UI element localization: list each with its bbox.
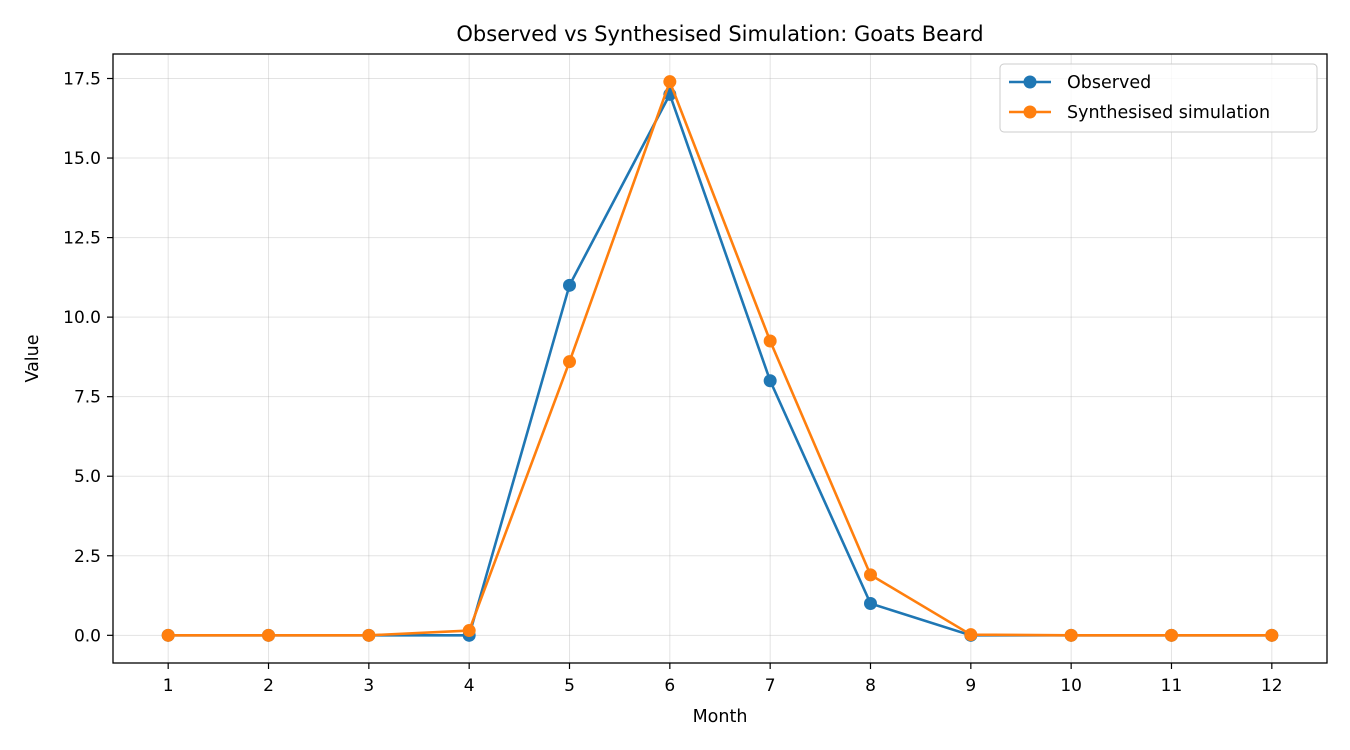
y-tick-label: 10.0 [63,308,101,328]
legend-item: Synthesised simulation [1009,103,1270,123]
legend-marker [1023,105,1037,119]
x-tick-label: 10 [1060,676,1082,696]
x-tick-label: 2 [263,676,274,696]
x-axis-title: Month [693,707,748,727]
data-point [362,628,376,642]
y-tick-label: 17.5 [63,70,101,90]
axis-ticks: 1 2 3 4 5 6 7 8 9 10 11 120.02.55.07.510.012.515.01… [63,70,1282,697]
legend-marker [1023,75,1037,89]
series-1 [161,75,1279,642]
y-tick-label: 5.0 [74,467,101,487]
x-tick-label: 7 [765,676,776,696]
data-point [1265,628,1279,642]
data-point [1164,628,1178,642]
plot-frame [112,53,1328,664]
x-tick-label: 11 [1161,676,1183,696]
data-point [462,624,476,638]
y-tick-label: 12.5 [63,229,101,249]
data-point [1064,628,1078,642]
x-tick-label: 4 [464,676,475,696]
x-tick-label: 12 [1261,676,1283,696]
y-tick-label: 7.5 [74,388,101,408]
x-tick-label: 3 [363,676,374,696]
x-tick-label: 6 [664,676,675,696]
data-point [763,374,777,388]
chart-title: Observed vs Synthesised Simulation: Goat… [456,22,983,46]
y-tick-label: 15.0 [63,149,101,169]
data-point [563,278,577,292]
x-tick-label: 8 [865,676,876,696]
data-point [863,597,877,610]
data-point [663,75,677,89]
x-tick-label: 1 [163,676,174,696]
legend-label: Synthesised simulation [1067,103,1270,123]
data-point [964,628,978,642]
data-point [763,334,777,348]
legend: Observed Synthesised simulation [999,63,1318,133]
data-point [863,568,877,582]
data-point [161,628,175,642]
y-tick-label: 2.5 [74,547,101,567]
data-point [563,355,577,369]
series-line [168,80,1272,637]
x-tick-label: 9 [965,676,976,696]
data-point [262,628,276,642]
legend-box [999,63,1318,133]
y-axis-title: Value [23,334,43,382]
plot-series [161,75,1279,642]
y-tick-label: 0.0 [74,626,101,646]
legend-item: Observed [1009,73,1151,93]
legend-label: Observed [1067,73,1151,93]
x-tick-label: 5 [564,676,575,696]
